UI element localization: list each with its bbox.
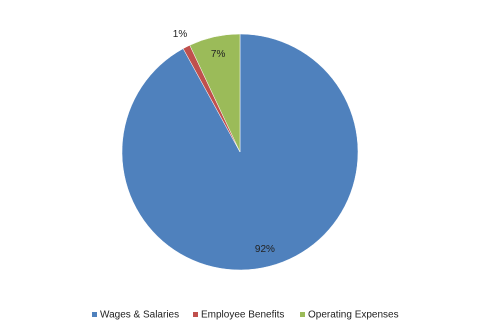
legend-swatch bbox=[92, 312, 97, 317]
pie-slice bbox=[189, 33, 241, 153]
legend-label: Wages & Salaries bbox=[100, 310, 179, 321]
legend-swatch bbox=[300, 312, 305, 317]
legend-swatch bbox=[193, 312, 198, 317]
data-label: 7% bbox=[211, 49, 226, 60]
data-label: 1% bbox=[173, 29, 188, 40]
legend-label: Employee Benefits bbox=[201, 310, 284, 321]
legend-label: Operating Expenses bbox=[308, 310, 399, 321]
data-label: 92% bbox=[255, 244, 275, 255]
